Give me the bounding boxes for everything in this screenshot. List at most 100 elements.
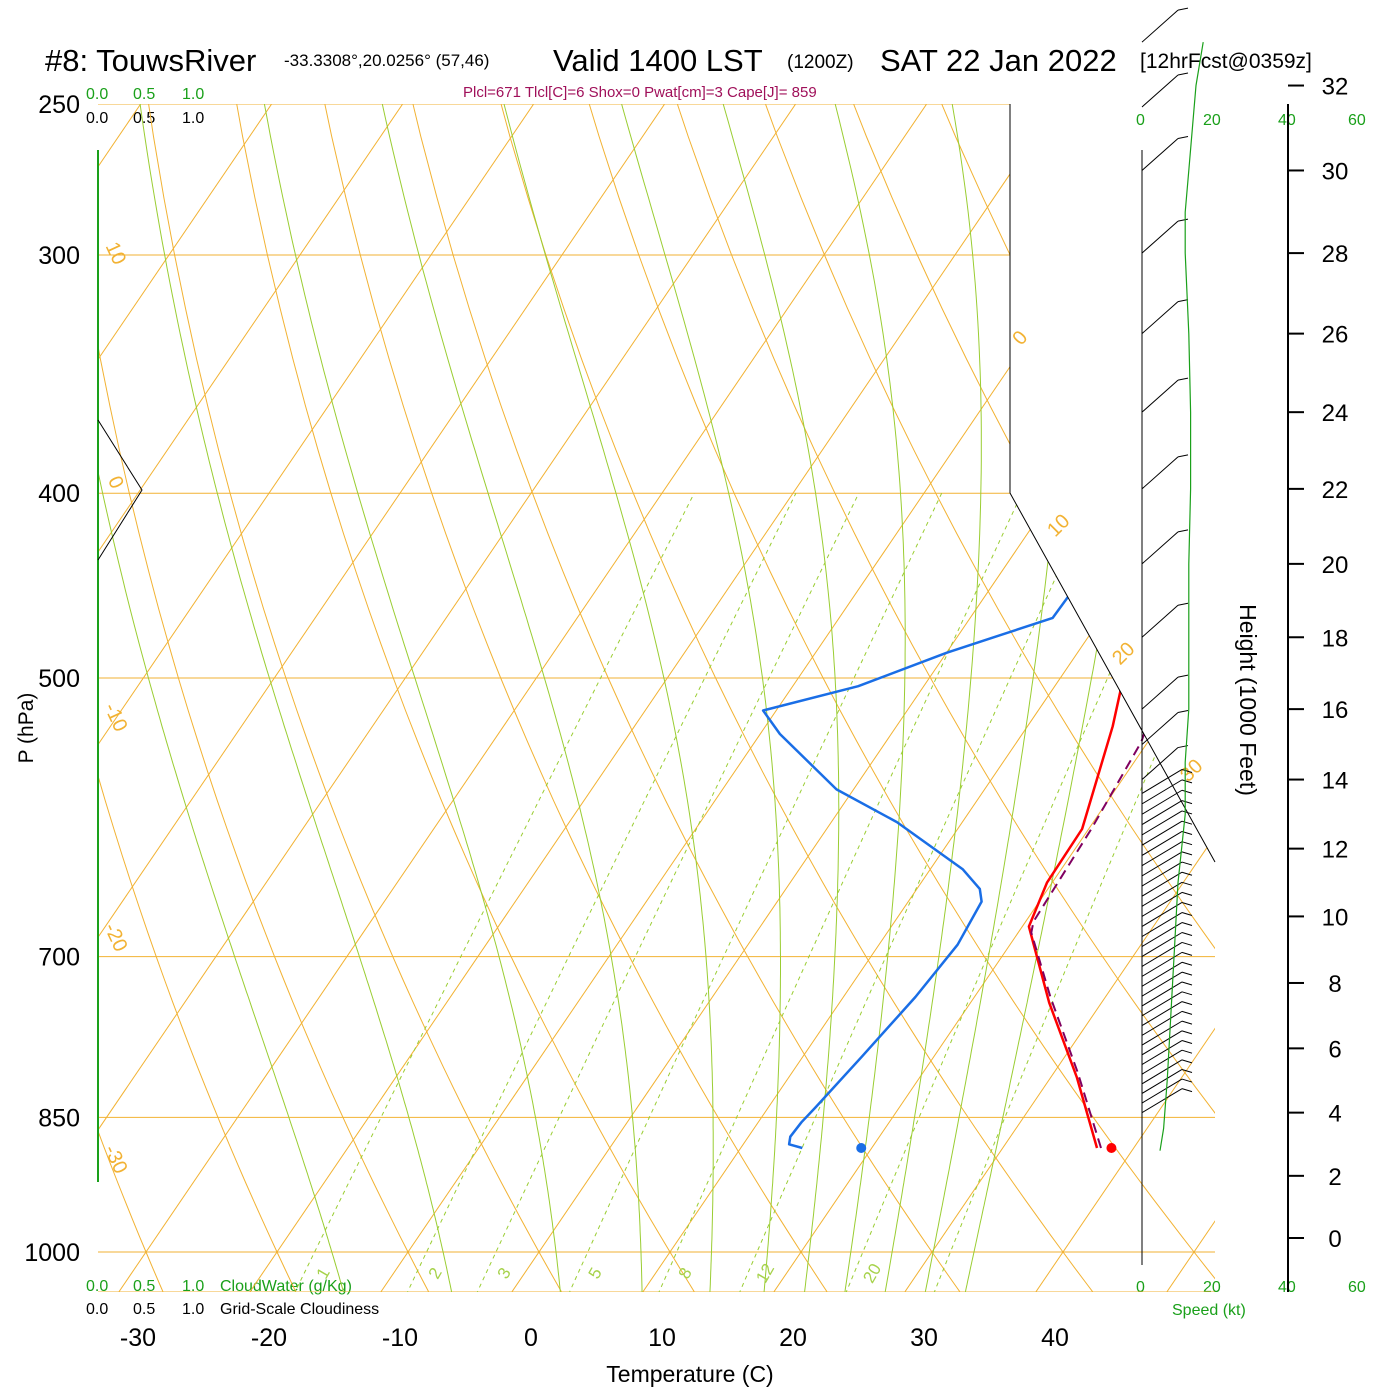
wind-barb: [1141, 932, 1183, 957]
wind-barb: [1141, 789, 1183, 815]
wind-barb-flag: [1181, 961, 1193, 966]
moist-adiabat-line: [263, 104, 565, 1292]
dry-adiabat-line: [491, 104, 1124, 1292]
wind-barb: [1141, 912, 1183, 937]
wind-barb-flag: [1181, 991, 1193, 996]
height-tick-label: 26: [1322, 322, 1349, 349]
height-tick-label: 14: [1322, 768, 1349, 795]
dry-adiabat-line: [404, 104, 989, 1292]
isotherm-line: [615, 104, 1215, 1292]
wind-barb: [1141, 531, 1179, 565]
wind-barb-flag: [1177, 674, 1189, 678]
wind-barb-flag: [1181, 1049, 1193, 1054]
height-tick-label: 8: [1328, 971, 1341, 998]
cloud-bottom-green-1: 0.5: [133, 1278, 155, 1295]
dry-adiabat-line: [578, 104, 1215, 1292]
height-tick-label: 30: [1322, 158, 1349, 185]
wind-barb: [1141, 902, 1183, 927]
wind-barb: [1141, 981, 1183, 1007]
isotherm-label: 0: [1008, 327, 1032, 350]
temperature-tick-label: 30: [910, 1324, 938, 1352]
wind-barb-flag: [1177, 602, 1189, 606]
isotherm-label: 10: [101, 239, 130, 268]
height-tick-label: 0: [1328, 1226, 1341, 1253]
mixing-ratio-line: [388, 492, 797, 1292]
mixing-ratio-line: [275, 492, 695, 1292]
isotherm-line: [222, 104, 1082, 1292]
moist-adiabat-line: [381, 104, 643, 1292]
data-layer: [761, 151, 1215, 1150]
wind-barb: [1141, 1040, 1183, 1065]
moist-adiabat-line: [917, 104, 1070, 1292]
wind-barb: [1141, 676, 1179, 710]
height-tick-label: 24: [1322, 400, 1349, 427]
wind-barb: [1141, 138, 1179, 171]
pressure-tick-label: 1000: [24, 1239, 80, 1267]
cloud-bottom-black-1: 0.5: [133, 1301, 155, 1318]
wind-barb: [1141, 1069, 1183, 1094]
dry-adiabat-line: [665, 104, 1215, 1292]
isotherm-line: [353, 104, 1213, 1292]
station-coords: -33.3308°,20.0256° (57,46): [284, 51, 489, 70]
isotherm-line: [1139, 104, 1215, 1292]
wind-barb-flag: [1177, 72, 1189, 76]
isotherm-line: [484, 104, 1215, 1292]
wind-barb: [1141, 1010, 1183, 1036]
wind-barb-flag: [1181, 1001, 1193, 1006]
wind-barb-flag: [1181, 1010, 1193, 1015]
wind-barb: [1141, 891, 1183, 917]
moist-adiabat-line: [98, 104, 355, 1292]
wind-barb: [1141, 810, 1183, 836]
wind-barb: [1141, 971, 1183, 997]
mixing-ratio-line: [918, 493, 1215, 1292]
mixing-ratio-line: [641, 492, 1023, 1292]
height-tick-label: 16: [1322, 697, 1349, 724]
wind-barb: [1141, 301, 1179, 334]
height-tick-label: 28: [1322, 241, 1349, 268]
dry-adiabat-line: [98, 104, 451, 1292]
cloud-bottom-black-2: 1.0: [182, 1301, 204, 1318]
mixing-ratio-label: 8: [675, 1264, 696, 1282]
mixing-ratio-label: 2: [425, 1264, 446, 1282]
station-title: #8: TouwsRiver: [45, 43, 256, 78]
cloudwater-label: CloudWater (g/Kg): [220, 1278, 352, 1295]
wind-barb-flag: [1181, 779, 1193, 784]
mixing-ratio-line: [829, 492, 1190, 1292]
height-tick-label: 6: [1328, 1036, 1341, 1063]
wind-bottom-3: 60: [1348, 1279, 1366, 1296]
wind-barb: [1141, 220, 1179, 254]
wind-barb-flag: [1181, 810, 1193, 815]
pressure-tick-label: 500: [38, 665, 80, 693]
isotherm-line: [98, 104, 689, 1292]
wind-barb: [1141, 851, 1183, 877]
height-tick-label: 18: [1322, 625, 1349, 652]
dry-adiabat-line: [98, 104, 181, 1292]
wind-barb-flag: [1181, 891, 1193, 896]
temperature-tick-label: 40: [1041, 1324, 1069, 1352]
temperature-tick-label: -20: [251, 1324, 287, 1352]
wind-barb: [1141, 881, 1183, 907]
isotherm-label: -20: [99, 920, 131, 955]
wind-barb: [1141, 712, 1179, 745]
wind-barb: [1141, 861, 1183, 887]
wind-barb: [1141, 1030, 1183, 1056]
wind-barb: [1141, 991, 1183, 1017]
isotherm-line: [98, 104, 820, 1292]
mixing-ratio-label: 3: [494, 1264, 515, 1282]
dry-adiabat-line: [839, 104, 1215, 1292]
wind-barb-flag: [1181, 851, 1193, 856]
wind-barb-flag: [1181, 1030, 1193, 1035]
wind-barb: [1141, 1001, 1183, 1027]
wind-top-0: 0: [1136, 112, 1145, 129]
wind-barb: [1141, 1059, 1183, 1085]
temperature-tick-label: 20: [779, 1324, 807, 1352]
isotherm-line: [877, 104, 1215, 1292]
mixing-ratio-label: 5: [585, 1264, 606, 1282]
dry-adiabat-line: [317, 104, 854, 1292]
wind-barb-flag: [1181, 841, 1193, 846]
cloudiness-label: Grid-Scale Cloudiness: [220, 1301, 379, 1318]
wind-barb-flag: [1177, 377, 1189, 381]
grid-layer: [98, 104, 1215, 1292]
x-axis-title: Temperature (C): [606, 1361, 773, 1387]
dry-adiabat-line: [98, 104, 316, 1292]
